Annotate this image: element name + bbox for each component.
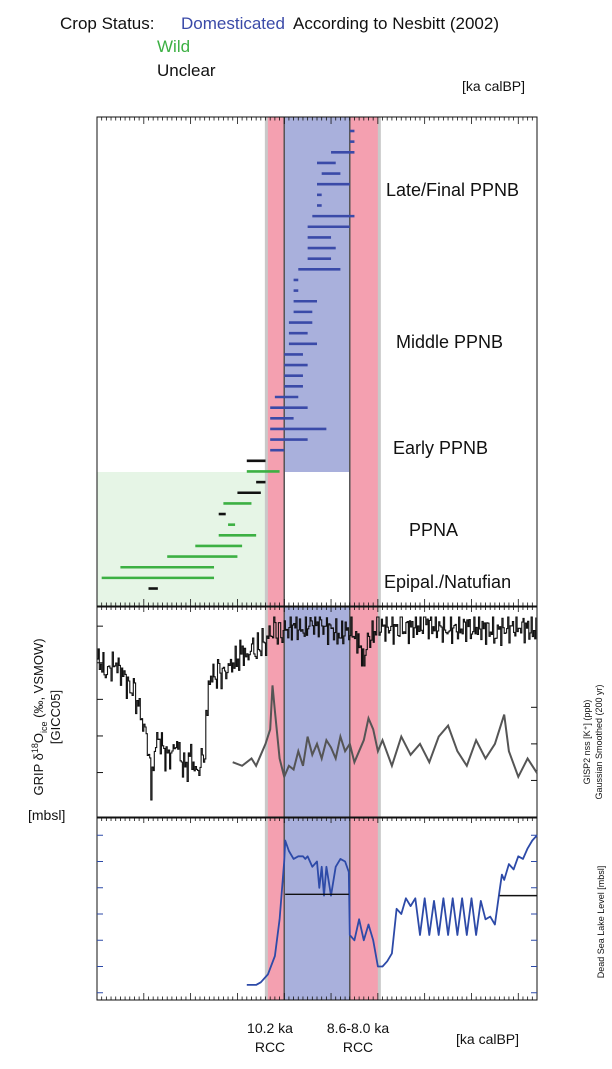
legend-domesticated: Domesticated — [181, 14, 285, 33]
bottom-axis-unit: [ka calBP] — [456, 1031, 519, 1047]
grip-series-line — [97, 616, 537, 801]
top-axis-unit: [ka calBP] — [462, 78, 525, 94]
deadsea-ylabel-right: Dead Sea Lake Level [mbsl] — [596, 866, 606, 979]
grip-ylabel: GRIP δ18Oice (‰, VSMOW) — [30, 638, 49, 795]
grip-ylabel-2: [GICC05] — [48, 690, 63, 744]
domestic-band-lower — [284, 607, 350, 1000]
gisp2-ylabel-a: GISP2 nss [K⁺] (ppb) — [582, 700, 592, 785]
period-ppna: PPNA — [409, 520, 458, 540]
domestic-band-gap — [284, 472, 350, 606]
domestic-band-top — [284, 117, 350, 472]
gisp2-series-line — [232, 685, 538, 780]
rcc1-label-a: 10.2 ka — [247, 1020, 293, 1036]
proxy-lines — [97, 616, 538, 986]
deadsea-series-line — [246, 834, 538, 986]
wild-region — [97, 472, 268, 606]
period-late-ppnb: Late/Final PPNB — [386, 180, 519, 200]
legend-prefix: Crop Status: — [60, 14, 155, 33]
site-bars — [101, 129, 355, 590]
rcc2-band — [349, 117, 378, 1000]
svg-text:GRIP δ18Oice (‰, VSMOW): GRIP δ18Oice (‰, VSMOW) — [30, 638, 49, 795]
gisp2-ylabel-b: Gaussian Smoothed (200 yr) — [594, 684, 604, 799]
legend-unclear: Unclear — [157, 61, 216, 80]
axis-ticks — [96, 117, 538, 1000]
rcc2-label-b: RCC — [343, 1039, 373, 1055]
legend-source: According to Nesbitt (2002) — [293, 14, 499, 33]
rcc2-label-a: 8.6-8.0 ka — [327, 1020, 389, 1036]
period-middle-ppnb: Middle PPNB — [396, 332, 503, 352]
rcc1-label-b: RCC — [255, 1039, 285, 1055]
shading-layer — [97, 117, 381, 1000]
rcc1-band — [267, 117, 285, 1000]
period-natufian: Epipal./Natufian — [384, 572, 511, 592]
deadsea-ylabel-left: [mbsl] — [28, 807, 65, 823]
period-early-ppnb: Early PPNB — [393, 438, 488, 458]
legend-wild: Wild — [157, 37, 190, 56]
